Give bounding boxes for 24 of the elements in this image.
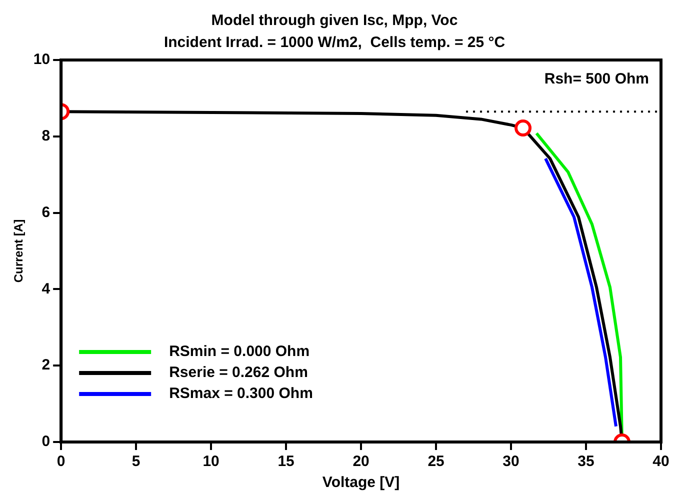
x-tick-label: 0 xyxy=(56,453,66,470)
x-tick-label: 35 xyxy=(578,453,594,470)
x-tick-label: 10 xyxy=(202,453,220,470)
x-tick-label: 5 xyxy=(132,453,140,470)
x-tick-label: 20 xyxy=(352,453,370,470)
x-tick-label: 15 xyxy=(278,453,294,470)
y-tick-label: 10 xyxy=(33,51,50,68)
y-tick-label: 8 xyxy=(42,128,50,145)
y-tick-label: 2 xyxy=(42,356,50,374)
legend-label: RSmin = 0.000 Ohm xyxy=(169,343,310,360)
x-axis-title: Voltage [V] xyxy=(322,474,400,492)
y-tick-label: 4 xyxy=(42,280,51,298)
x-tick-label: 40 xyxy=(652,453,670,470)
x-tick-label: 30 xyxy=(502,453,520,470)
legend-label: RSmax = 0.300 Ohm xyxy=(169,385,313,402)
y-tick-label: 6 xyxy=(42,204,50,221)
point xyxy=(514,119,532,136)
chart-title: Model through given Isc, Mpp, Voc xyxy=(211,12,458,30)
annotation: Rsh= 500 Ohm xyxy=(544,70,649,88)
y-tick-label: 0 xyxy=(42,433,50,450)
legend-label: Rserie = 0.262 Ohm xyxy=(169,364,308,382)
chart-subtitle: Incident Irrad. = 1000 W/m2, Cells temp. = 25 °C xyxy=(164,34,506,52)
y-axis-title: Current [A] xyxy=(12,219,26,283)
x-tick-label: 25 xyxy=(428,453,444,470)
